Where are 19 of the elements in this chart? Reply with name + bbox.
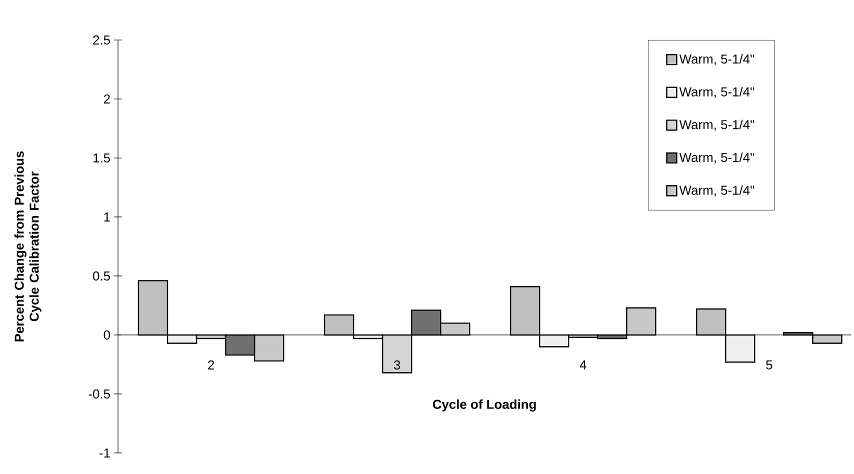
x-axis-title: Cycle of Loading [432, 399, 536, 412]
x-tick-label: 3 [394, 360, 400, 370]
legend-label: Warm, 5-1/4" [679, 152, 754, 164]
legend-label: Warm, 5-1/4" [679, 185, 754, 196]
y-tick-label: 1 [104, 212, 110, 222]
y-tick-label: 2 [104, 94, 110, 104]
y-tick-label: 2.5 [93, 35, 110, 45]
legend-label: Warm, 5-1/4" [679, 54, 754, 66]
x-tick-label: 4 [580, 360, 586, 370]
y-tick-label: 1.5 [93, 153, 110, 163]
y-tick-label: 0.5 [93, 271, 110, 281]
y-tick-label: -0.5 [88, 389, 110, 399]
legend-label: Warm, 5-1/4" [679, 86, 754, 98]
y-tick-label: 0 [104, 330, 110, 340]
x-tick-label: 2 [208, 360, 214, 370]
y-axis-title: Percent Change from Previous Cycle Calibration Factor [14, 151, 42, 342]
y-tick-label: -1 [100, 448, 110, 458]
x-tick-label: 5 [766, 360, 772, 370]
legend-label: Warm, 5-1/4" [679, 120, 754, 131]
